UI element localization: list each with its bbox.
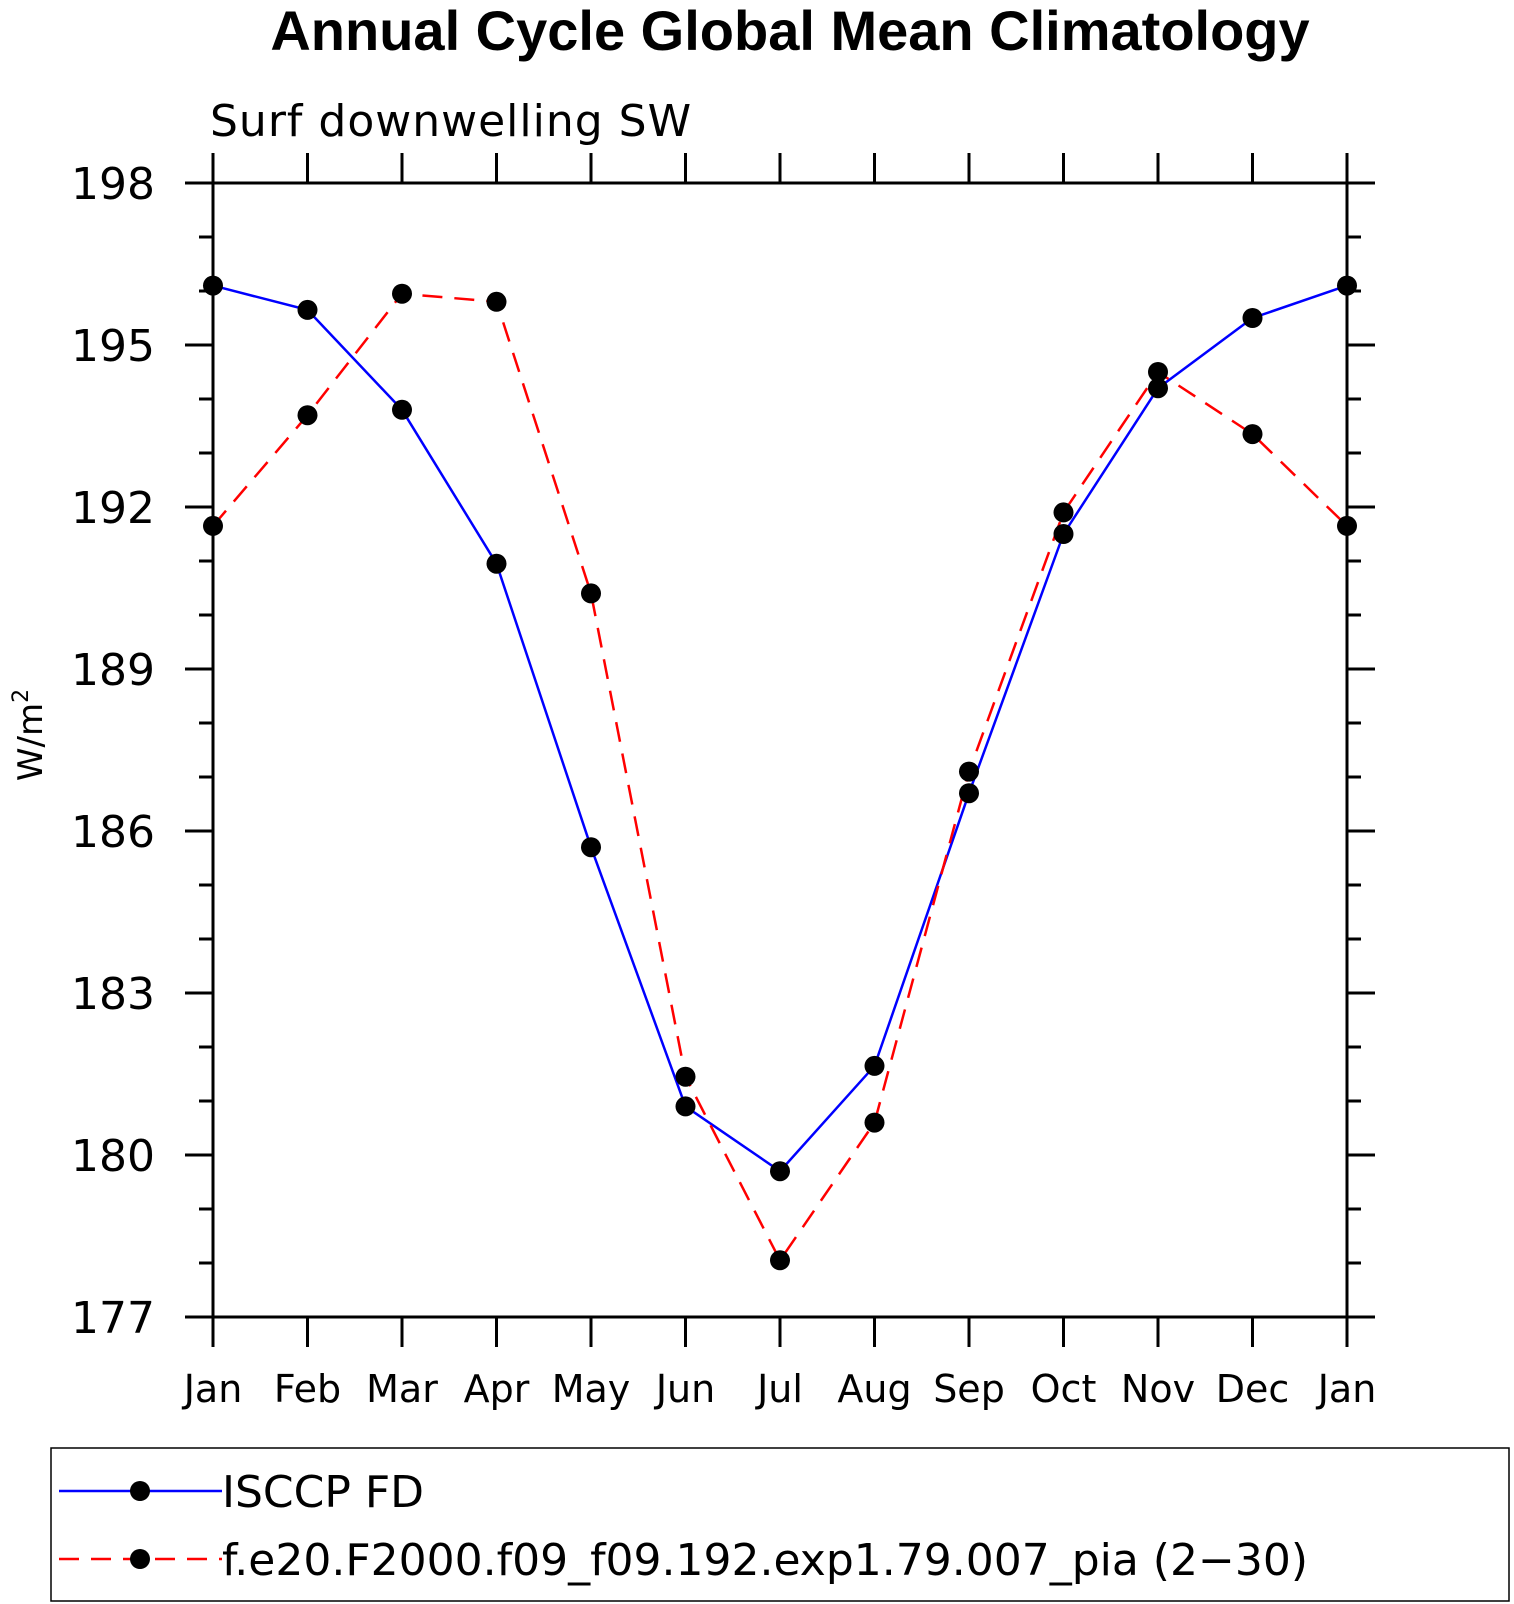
x-tick-label: Sep bbox=[933, 1367, 1005, 1411]
data-point-s2-12 bbox=[1242, 424, 1263, 445]
data-point-s1-1 bbox=[203, 275, 223, 296]
legend-label-2: f.e20.F2000.f09_f09.192.exp1.79.007_pia … bbox=[222, 1535, 1308, 1586]
data-point-s2-4 bbox=[486, 291, 507, 312]
y-tick-label: 183 bbox=[71, 969, 155, 1020]
x-tick-label: Jan bbox=[1316, 1367, 1377, 1411]
chart-subtitle: Surf downwelling SW bbox=[210, 96, 692, 147]
x-tick-label: Oct bbox=[1031, 1367, 1097, 1411]
data-point-s1-12 bbox=[1242, 308, 1263, 328]
data-point-s1-5 bbox=[581, 837, 601, 858]
axes: 198 195 192 189 186 183 180 177 Jan Feb Mar Apr May J… bbox=[71, 153, 1376, 1411]
data-point-s2-8 bbox=[864, 1112, 885, 1133]
legend: ISCCP FD f.e20.F2000.f09_f09.192.exp1.79.… bbox=[59, 1467, 1308, 1586]
series-lines bbox=[212, 284, 1348, 1263]
x-tick-label: Jun bbox=[654, 1367, 715, 1411]
data-point-s1-9 bbox=[959, 783, 979, 804]
y-tick-label: 198 bbox=[71, 159, 155, 210]
data-point-s2-2 bbox=[297, 405, 318, 426]
data-point-s2-3 bbox=[392, 283, 412, 304]
x-tick-label: Dec bbox=[1216, 1367, 1290, 1411]
x-tick-label: Jul bbox=[755, 1367, 803, 1411]
data-point-s2-10 bbox=[1053, 502, 1074, 523]
chart-title: Annual Cycle Global Mean Climatology bbox=[270, 0, 1309, 62]
x-tick-label: May bbox=[552, 1367, 631, 1411]
data-point-s1-4 bbox=[486, 553, 507, 574]
series-points bbox=[203, 275, 1357, 1271]
plot-frame bbox=[211, 181, 1349, 1319]
y-axis-label-superscript: 2 bbox=[9, 689, 34, 703]
data-point-s2-6 bbox=[675, 1066, 696, 1087]
data-point-s1-10 bbox=[1053, 524, 1074, 544]
x-tick-label: Feb bbox=[274, 1367, 341, 1411]
x-tick-label: Aug bbox=[837, 1367, 911, 1411]
data-point-s2-9 bbox=[959, 761, 979, 782]
data-point-s1-13 bbox=[1337, 275, 1357, 296]
data-point-s2-13 bbox=[1337, 515, 1357, 536]
legend-label-1: ISCCP FD bbox=[222, 1467, 424, 1518]
legend-marker-2 bbox=[130, 1549, 150, 1569]
x-tick-label: Nov bbox=[1121, 1367, 1195, 1411]
data-point-s1-6 bbox=[675, 1096, 696, 1117]
x-tick-label: Apr bbox=[464, 1367, 530, 1411]
y-tick-label: 189 bbox=[71, 645, 155, 696]
data-point-s2-1 bbox=[203, 515, 223, 536]
x-tick-label: Mar bbox=[366, 1367, 438, 1411]
data-point-s1-8 bbox=[864, 1055, 885, 1076]
data-point-s2-11 bbox=[1148, 362, 1168, 382]
series-line-2 bbox=[212, 292, 1348, 1263]
data-point-s2-7 bbox=[770, 1250, 790, 1271]
series-line-1 bbox=[212, 284, 1348, 1173]
y-axis-label: W/m2 bbox=[9, 689, 51, 781]
y-tick-label: 192 bbox=[71, 483, 155, 534]
data-point-s1-3 bbox=[392, 399, 412, 420]
data-point-s2-5 bbox=[581, 583, 601, 604]
x-tick-label: Jan bbox=[182, 1367, 243, 1411]
data-point-s1-7 bbox=[770, 1161, 790, 1182]
y-tick-label: 186 bbox=[71, 807, 155, 858]
legend-box bbox=[50, 1447, 1510, 1602]
data-point-s1-11 bbox=[1148, 378, 1168, 399]
y-axis-label-text: W/m bbox=[11, 703, 51, 781]
legend-marker-1 bbox=[130, 1481, 150, 1501]
y-tick-label: 195 bbox=[71, 321, 155, 372]
y-tick-label: 180 bbox=[71, 1131, 155, 1182]
y-tick-label: 177 bbox=[71, 1293, 155, 1344]
data-point-s1-2 bbox=[297, 299, 318, 320]
